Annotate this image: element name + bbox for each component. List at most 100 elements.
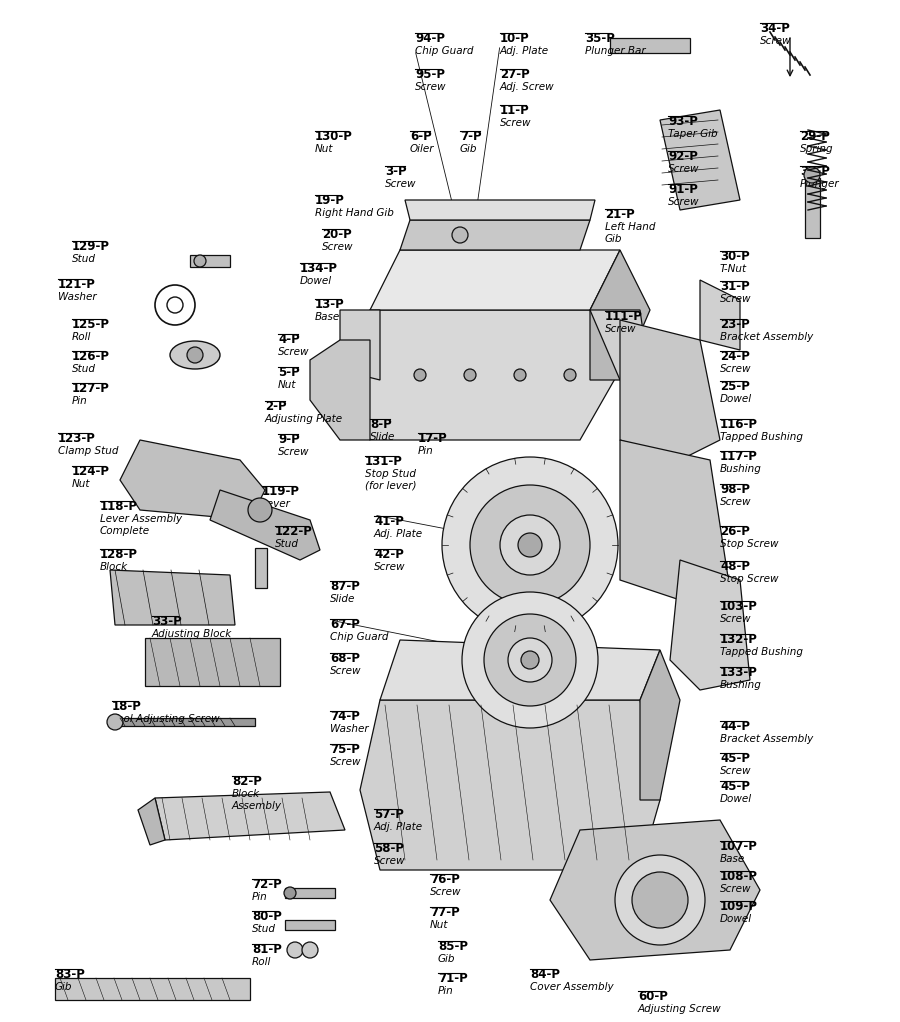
Text: Adjusting Screw: Adjusting Screw: [638, 1004, 722, 1014]
Text: Roll: Roll: [72, 332, 92, 342]
Text: 26-P: 26-P: [720, 525, 750, 538]
Text: Screw: Screw: [720, 614, 751, 624]
Text: 95-P: 95-P: [415, 68, 445, 81]
Text: Bracket Assembly: Bracket Assembly: [720, 734, 814, 744]
Text: Block: Block: [100, 562, 128, 572]
Text: Chip Guard: Chip Guard: [330, 632, 389, 642]
Text: 57-P: 57-P: [374, 808, 404, 821]
Ellipse shape: [170, 341, 220, 369]
Text: Adj. Plate: Adj. Plate: [374, 822, 423, 832]
Text: 108-P: 108-P: [720, 870, 758, 883]
Text: Washer: Washer: [330, 724, 369, 734]
Circle shape: [452, 227, 468, 243]
Text: 9-P: 9-P: [278, 433, 300, 446]
Polygon shape: [370, 250, 620, 310]
Text: Slide: Slide: [330, 594, 356, 604]
Text: Lever Assembly: Lever Assembly: [100, 514, 182, 524]
Text: 111-P: 111-P: [605, 310, 643, 323]
Text: 60-P: 60-P: [638, 990, 668, 1003]
Text: 36-P: 36-P: [800, 165, 830, 178]
Text: 4-P: 4-P: [278, 333, 300, 346]
Text: 8-P: 8-P: [370, 418, 392, 431]
Circle shape: [564, 369, 576, 381]
Text: 117-P: 117-P: [720, 450, 758, 463]
Text: 129-P: 129-P: [72, 240, 110, 253]
Text: Stud: Stud: [275, 539, 299, 549]
Text: 128-P: 128-P: [100, 548, 138, 561]
Text: Screw: Screw: [374, 856, 406, 866]
Polygon shape: [670, 560, 750, 690]
Text: Stop Screw: Stop Screw: [720, 574, 778, 584]
Polygon shape: [120, 440, 265, 520]
Circle shape: [632, 872, 688, 928]
Bar: [190, 256, 230, 267]
Text: Pin: Pin: [72, 396, 88, 406]
Text: Roll: Roll: [252, 957, 272, 967]
Text: 93-P: 93-P: [668, 115, 698, 128]
Text: Screw: Screw: [322, 242, 354, 252]
Text: 24-P: 24-P: [720, 350, 750, 363]
Bar: [516, 545, 544, 660]
Polygon shape: [660, 110, 740, 210]
Circle shape: [107, 714, 123, 730]
Text: Gib: Gib: [460, 144, 478, 154]
Text: Nut: Nut: [315, 144, 334, 154]
Text: 74-P: 74-P: [330, 710, 360, 723]
Text: 17-P: 17-P: [418, 432, 448, 445]
Circle shape: [248, 498, 272, 522]
Polygon shape: [700, 280, 740, 350]
Text: Adjusting Block: Adjusting Block: [152, 629, 232, 639]
Polygon shape: [340, 310, 380, 380]
Circle shape: [514, 369, 526, 381]
Text: Adj. Plate: Adj. Plate: [374, 529, 423, 539]
Text: Screw: Screw: [668, 197, 699, 207]
Text: Chip Guard: Chip Guard: [415, 46, 473, 56]
Circle shape: [615, 855, 705, 945]
Polygon shape: [640, 650, 680, 800]
Text: Screw: Screw: [605, 324, 636, 334]
Text: 122-P: 122-P: [275, 525, 313, 538]
Text: 134-P: 134-P: [300, 262, 338, 275]
Text: 116-P: 116-P: [720, 418, 758, 431]
Text: Screw: Screw: [385, 179, 417, 189]
Text: Tapped Bushing: Tapped Bushing: [720, 647, 803, 657]
Text: Screw: Screw: [415, 82, 446, 92]
Text: Bushing: Bushing: [720, 680, 762, 690]
Text: Stud: Stud: [72, 364, 96, 374]
Polygon shape: [405, 200, 595, 220]
Text: 35-P: 35-P: [585, 32, 615, 45]
Text: 10-P: 10-P: [500, 32, 530, 45]
Text: Adj. Plate: Adj. Plate: [500, 46, 549, 56]
Text: 75-P: 75-P: [330, 743, 360, 756]
Text: Cover Assembly: Cover Assembly: [530, 982, 614, 992]
Text: 18-P: 18-P: [112, 700, 142, 713]
Circle shape: [462, 592, 598, 728]
Circle shape: [442, 457, 618, 633]
Text: 76-P: 76-P: [430, 873, 460, 886]
Circle shape: [484, 614, 576, 706]
Text: 48-P: 48-P: [720, 560, 750, 573]
Text: 125-P: 125-P: [72, 318, 110, 331]
Circle shape: [155, 285, 195, 325]
Text: Base: Base: [720, 854, 745, 864]
Text: 34-P: 34-P: [760, 22, 790, 35]
Circle shape: [302, 942, 318, 958]
Text: Block: Block: [232, 789, 260, 799]
Text: Nut: Nut: [278, 380, 296, 390]
Text: 41-P: 41-P: [374, 515, 404, 528]
Polygon shape: [155, 792, 345, 840]
Text: Stop Screw: Stop Screw: [720, 539, 778, 549]
Text: 81-P: 81-P: [252, 943, 282, 956]
Text: 30-P: 30-P: [720, 250, 750, 263]
Text: 45-P: 45-P: [720, 780, 750, 793]
Text: Base: Base: [315, 312, 340, 322]
Text: 5-P: 5-P: [278, 366, 300, 379]
Text: 29-P: 29-P: [800, 130, 830, 143]
Text: Adjusting Plate: Adjusting Plate: [265, 414, 343, 424]
Text: 87-P: 87-P: [330, 580, 360, 593]
Text: 131-P: 131-P: [365, 455, 403, 468]
Text: 92-P: 92-P: [668, 150, 698, 162]
Text: 119-P: 119-P: [262, 485, 300, 498]
Text: 126-P: 126-P: [72, 350, 110, 363]
Text: Dowel: Dowel: [720, 394, 752, 404]
